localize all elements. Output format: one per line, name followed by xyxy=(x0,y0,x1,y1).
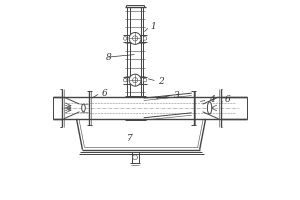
Ellipse shape xyxy=(207,102,212,114)
Circle shape xyxy=(129,32,141,44)
Circle shape xyxy=(123,78,127,82)
Text: 4: 4 xyxy=(208,95,214,104)
Circle shape xyxy=(143,37,147,40)
Ellipse shape xyxy=(82,104,85,112)
Circle shape xyxy=(129,74,141,86)
Text: 3: 3 xyxy=(174,91,180,100)
Circle shape xyxy=(143,78,147,82)
Text: 6: 6 xyxy=(101,89,107,98)
Circle shape xyxy=(133,155,137,160)
Text: 1: 1 xyxy=(150,22,156,31)
Text: 7: 7 xyxy=(127,134,133,143)
Text: 6: 6 xyxy=(224,95,230,104)
Text: 2: 2 xyxy=(158,77,164,86)
Circle shape xyxy=(123,37,127,40)
Text: 8: 8 xyxy=(106,53,112,62)
